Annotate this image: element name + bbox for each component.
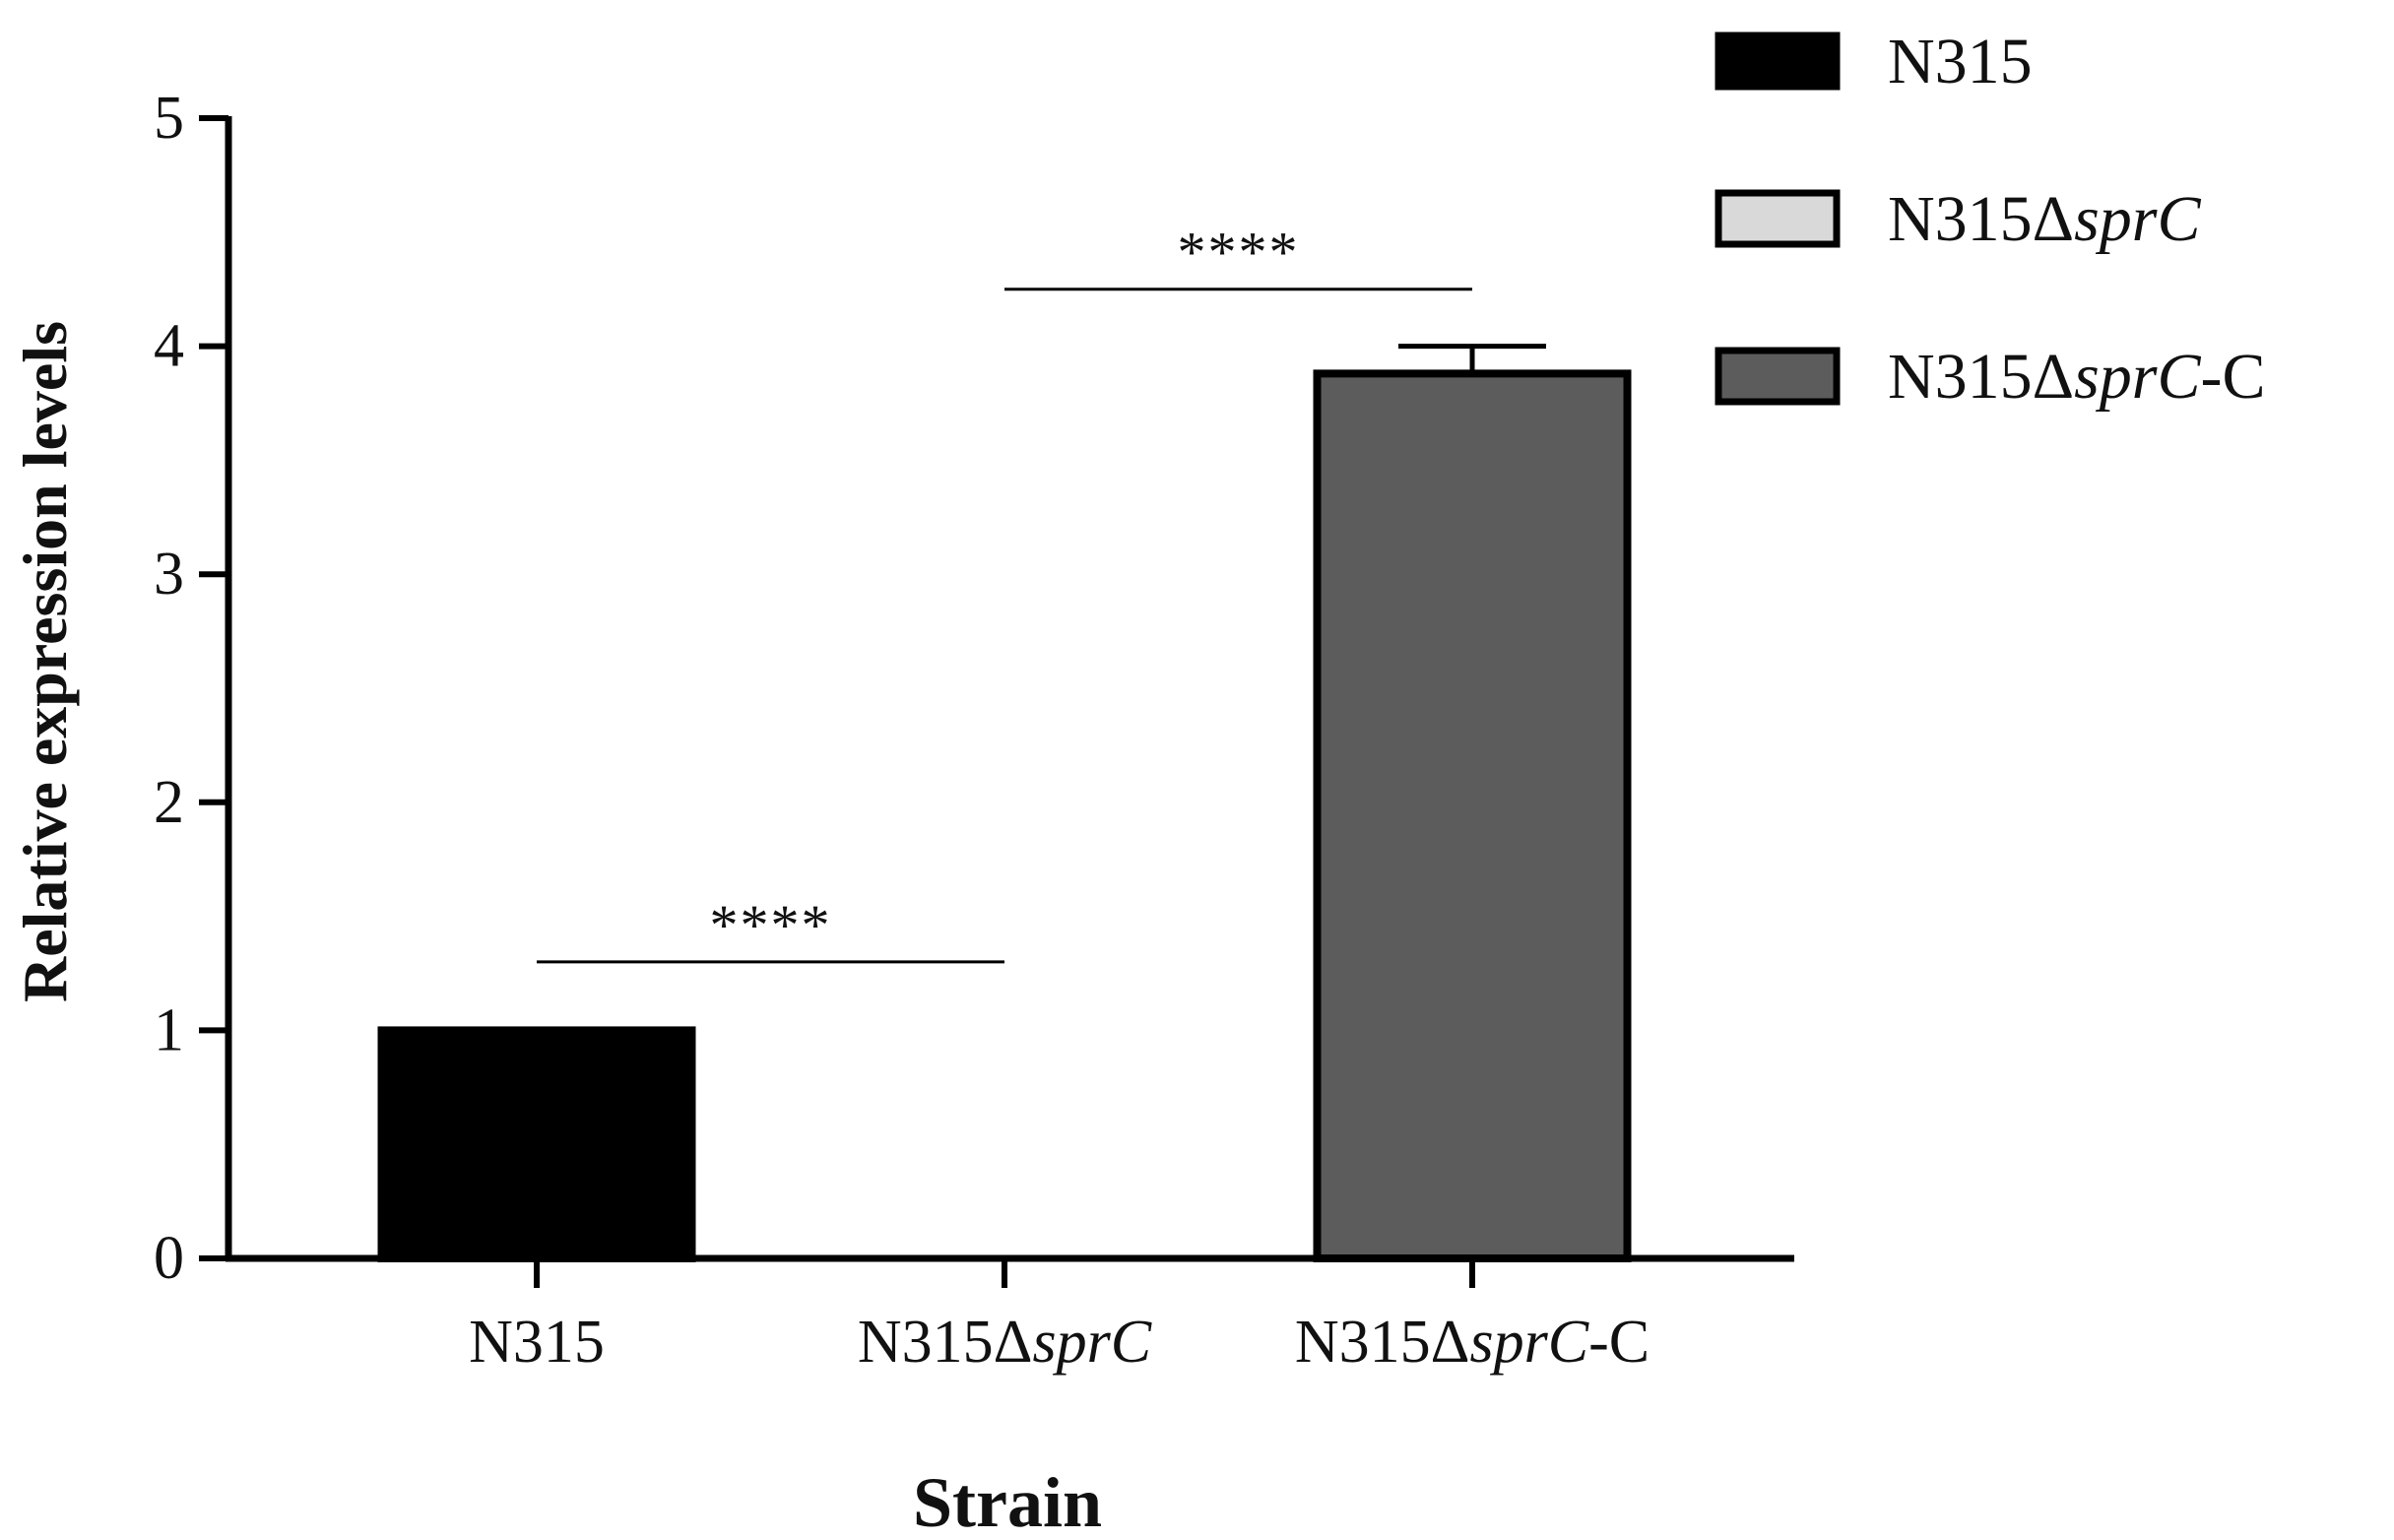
y-tick-label-3: 3 xyxy=(154,541,184,608)
bars xyxy=(377,369,1632,1263)
legend-label-1: N315 xyxy=(1888,26,2033,97)
bar-1 xyxy=(377,1026,696,1263)
x-tick-label-1: N315 xyxy=(469,1309,605,1376)
significance-annotations: **** **** xyxy=(537,221,1472,964)
legend: N315 N315ΔsprC N315ΔsprC-C xyxy=(1715,26,2266,413)
y-tick-label-1: 1 xyxy=(154,996,184,1063)
legend-label-3: N315ΔsprC-C xyxy=(1888,341,2266,413)
x-tick-label-3: N315ΔsprC-C xyxy=(1295,1309,1650,1376)
axes: 0 1 2 3 4 5 N315 N315ΔsprC N315ΔsprC-C xyxy=(154,85,1794,1376)
significance-label-2: **** xyxy=(1178,221,1300,285)
x-tick-label-2: N315ΔsprC xyxy=(858,1309,1152,1376)
legend-label-2: N315ΔsprC xyxy=(1888,183,2201,255)
bar-3 xyxy=(1313,369,1632,1262)
error-bars xyxy=(1398,344,1546,374)
y-tick-label-0: 0 xyxy=(154,1225,184,1292)
legend-swatch-3 xyxy=(1715,347,1841,406)
y-tick-label-5: 5 xyxy=(154,85,184,152)
legend-swatch-2 xyxy=(1715,189,1841,248)
x-axis-title: Strain xyxy=(913,1463,1102,1540)
legend-swatch-1 xyxy=(1715,32,1841,91)
y-tick-label-2: 2 xyxy=(154,769,184,836)
significance-label-1: **** xyxy=(710,893,832,957)
y-axis-title: Relative expression levels xyxy=(10,321,80,1002)
y-tick-label-4: 4 xyxy=(154,313,184,380)
